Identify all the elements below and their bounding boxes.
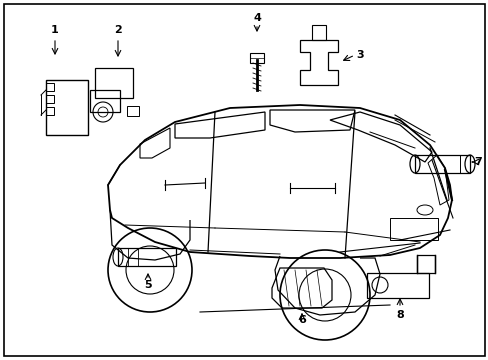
Bar — [311, 25, 325, 40]
Text: 7: 7 — [473, 157, 481, 167]
Bar — [46, 107, 54, 115]
Bar — [90, 90, 120, 112]
Bar — [127, 106, 139, 116]
Bar — [366, 273, 428, 298]
Text: 1: 1 — [51, 25, 59, 35]
Bar — [389, 218, 437, 240]
Bar — [46, 80, 88, 135]
Text: 6: 6 — [298, 315, 305, 325]
Text: 4: 4 — [253, 13, 261, 23]
Text: 2: 2 — [114, 25, 122, 35]
Bar — [249, 53, 264, 63]
Bar — [118, 248, 176, 266]
Text: 5: 5 — [144, 280, 151, 290]
Bar — [46, 95, 54, 103]
Bar — [95, 68, 133, 98]
Text: 3: 3 — [355, 50, 363, 60]
Bar — [46, 83, 54, 91]
Text: 8: 8 — [395, 310, 403, 320]
Bar — [414, 155, 469, 173]
Bar — [416, 255, 434, 273]
